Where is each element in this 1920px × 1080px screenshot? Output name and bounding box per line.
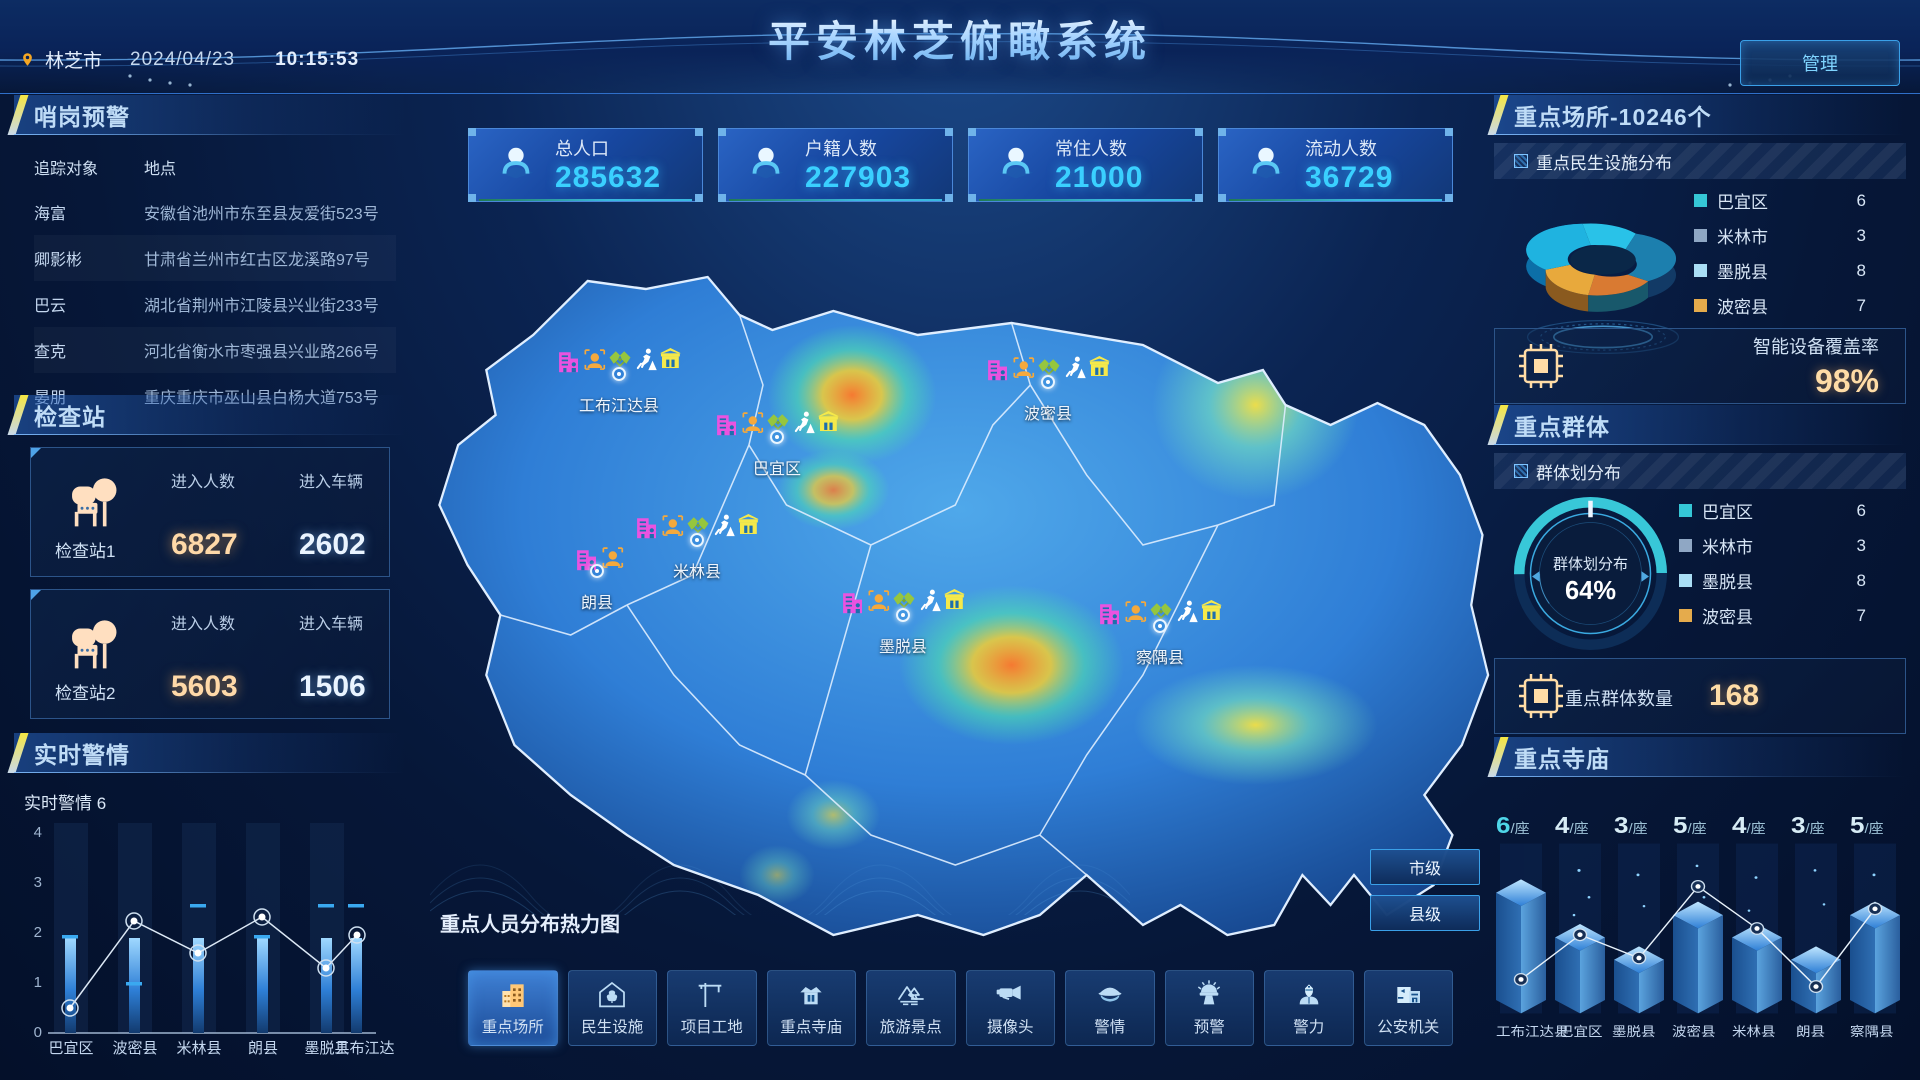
svg-text:3: 3 — [34, 874, 42, 891]
svg-text:朗县: 朗县 — [1796, 1024, 1825, 1038]
svg-text:米林县: 米林县 — [176, 1040, 221, 1057]
svg-text:5/座: 5/座 — [1673, 813, 1707, 838]
svg-text:5/座: 5/座 — [1850, 813, 1884, 838]
svg-text:工布江达县: 工布江达县 — [334, 1040, 394, 1057]
svg-text:1: 1 — [34, 974, 42, 991]
svg-text:工布江达县: 工布江达县 — [1496, 1024, 1569, 1038]
svg-text:2: 2 — [34, 924, 42, 941]
svg-text:朗县: 朗县 — [248, 1040, 278, 1057]
svg-text:波密县: 波密县 — [1672, 1024, 1716, 1039]
svg-text:墨脱县: 墨脱县 — [1612, 1024, 1656, 1038]
svg-text:3/座: 3/座 — [1614, 813, 1648, 838]
svg-text:察隅县: 察隅县 — [1850, 1024, 1894, 1039]
svg-text:米林县: 米林县 — [1732, 1024, 1776, 1038]
svg-text:波密县: 波密县 — [112, 1040, 157, 1057]
svg-text:6/座: 6/座 — [1496, 813, 1530, 838]
svg-text:4: 4 — [34, 824, 42, 841]
svg-text:巴宜区: 巴宜区 — [1559, 1024, 1603, 1038]
svg-text:3/座: 3/座 — [1791, 813, 1825, 838]
svg-text:群体划分布: 群体划分布 — [1553, 556, 1628, 573]
svg-text:64%: 64% — [1565, 577, 1616, 605]
svg-text:4/座: 4/座 — [1732, 813, 1766, 838]
svg-text:0: 0 — [34, 1024, 42, 1041]
svg-text:巴宜区: 巴宜区 — [48, 1040, 93, 1057]
svg-text:4/座: 4/座 — [1555, 813, 1589, 838]
